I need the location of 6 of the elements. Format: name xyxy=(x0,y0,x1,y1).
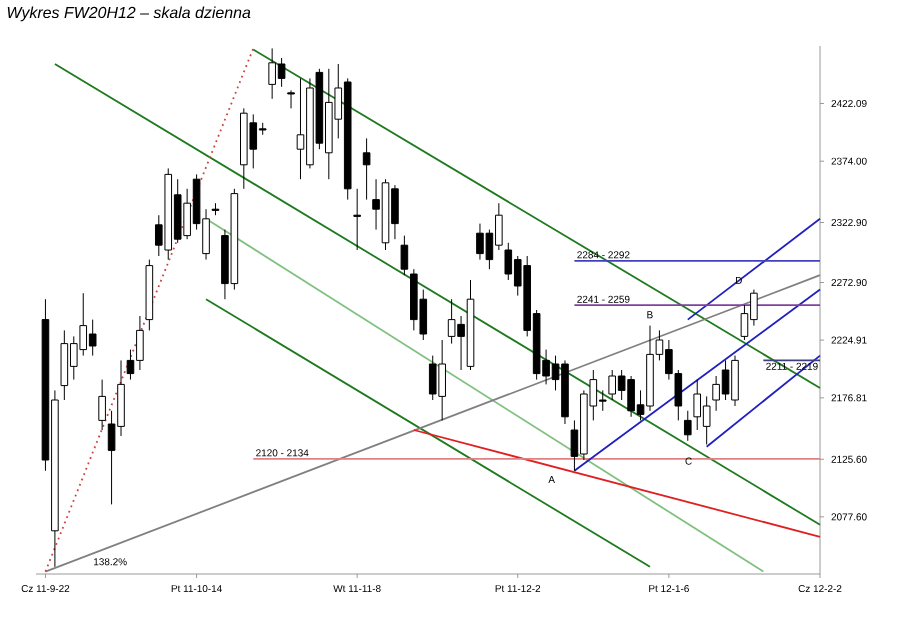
candlestick xyxy=(362,137,371,201)
candlestick xyxy=(98,379,106,431)
candlestick xyxy=(287,89,295,109)
candlestick xyxy=(353,188,361,251)
candlestick xyxy=(400,235,409,276)
candlestick xyxy=(683,410,692,442)
